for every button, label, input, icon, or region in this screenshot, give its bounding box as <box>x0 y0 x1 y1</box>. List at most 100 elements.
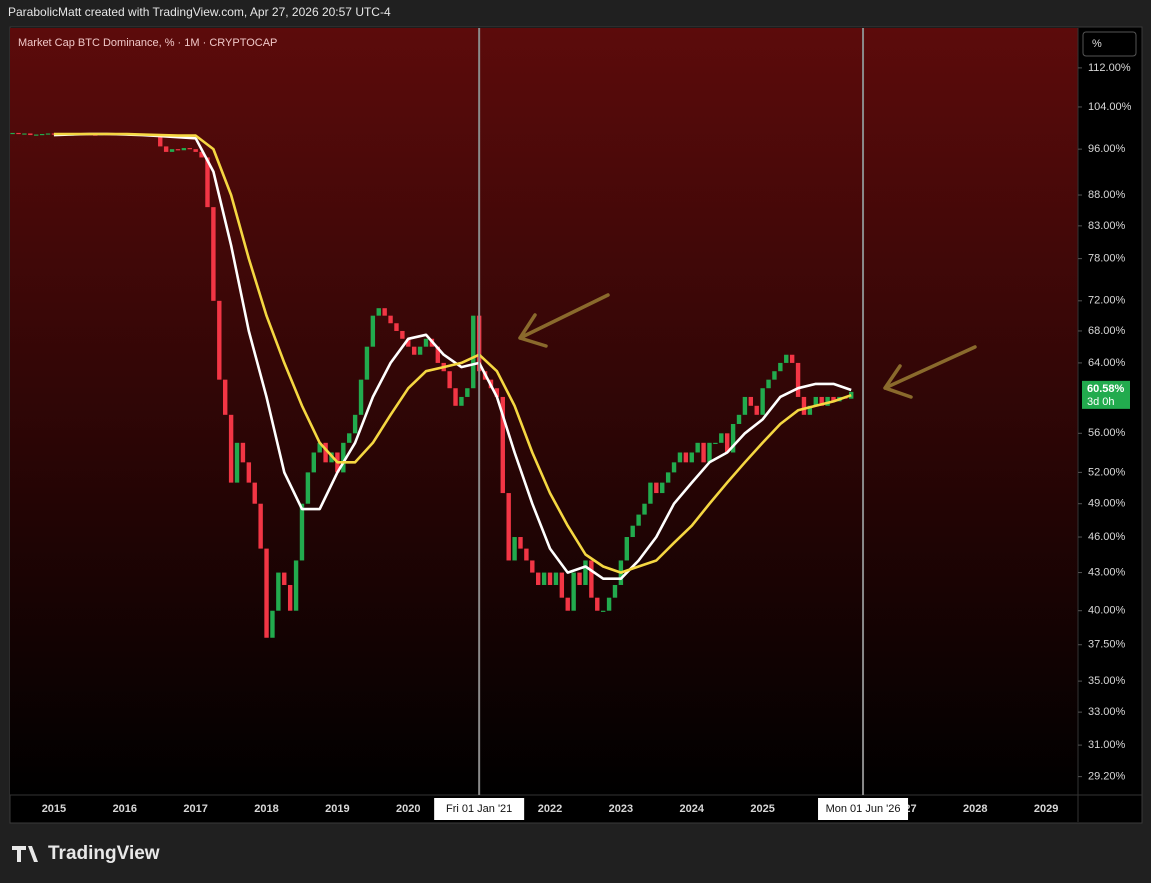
candle <box>39 133 45 136</box>
candle <box>624 537 629 561</box>
candle <box>234 442 240 483</box>
candle <box>471 315 476 389</box>
candle <box>417 346 423 355</box>
candle <box>724 433 730 453</box>
price-tag-countdown: 3d 0h <box>1087 396 1115 408</box>
candle <box>689 452 694 463</box>
x-tick-label: 2016 <box>113 803 137 815</box>
candle <box>831 396 836 402</box>
candle <box>801 396 807 415</box>
candle <box>742 396 748 415</box>
candle <box>595 597 600 611</box>
candle <box>358 379 364 415</box>
candle <box>276 572 281 611</box>
y-tick-label: 56.00% <box>1088 427 1126 439</box>
candle <box>228 414 234 483</box>
candle <box>252 482 257 504</box>
x-tick-label: 2025 <box>750 803 774 815</box>
candle <box>382 308 387 316</box>
candle <box>187 148 192 150</box>
plot-area <box>10 28 1078 795</box>
scale-button[interactable] <box>1082 31 1137 57</box>
y-tick-label: 83.00% <box>1088 220 1126 232</box>
candle <box>512 537 517 561</box>
moving-average <box>53 132 852 574</box>
candle <box>158 135 163 147</box>
candle <box>695 442 700 453</box>
candle <box>193 149 198 152</box>
x-tick-label: 2019 <box>325 803 349 815</box>
y-tick-label: 29.20% <box>1088 771 1126 783</box>
candle <box>547 572 553 585</box>
header-text: ParabolicMatt created with TradingView.c… <box>8 5 391 19</box>
candle <box>282 572 287 585</box>
candle <box>795 362 801 397</box>
candle <box>506 493 511 561</box>
y-tick-label: 49.00% <box>1088 498 1126 510</box>
candle <box>536 572 541 585</box>
candle <box>465 388 470 397</box>
candle <box>518 537 523 549</box>
price-tag <box>1082 380 1130 409</box>
y-tick-label: 112.00% <box>1088 62 1131 74</box>
y-tick-label: 88.00% <box>1088 189 1126 201</box>
candle <box>583 560 588 585</box>
candle <box>45 133 51 135</box>
y-tick-label: 35.00% <box>1088 675 1126 687</box>
candle <box>819 396 824 406</box>
candle <box>169 149 175 152</box>
marker-label: Fri 01 Jan '21 <box>446 803 512 815</box>
arrow <box>518 293 610 348</box>
candle <box>530 560 535 573</box>
candle <box>701 442 706 463</box>
x-tick-label: 2023 <box>609 803 633 815</box>
candle <box>22 133 27 135</box>
candle <box>293 560 299 611</box>
candle <box>423 338 429 347</box>
arrow <box>883 345 977 399</box>
candle <box>347 433 352 443</box>
y-tick-label: 64.00% <box>1088 357 1126 369</box>
candle <box>217 300 222 380</box>
legend-title: Market Cap BTC Dominance, % · 1M · CRYPT… <box>18 37 277 49</box>
candle <box>16 132 21 135</box>
candle <box>789 354 795 363</box>
candle <box>766 379 771 389</box>
candle <box>606 597 612 611</box>
candle <box>760 388 765 415</box>
y-tick-label: 78.00% <box>1088 253 1126 265</box>
candle <box>541 572 547 585</box>
candle <box>394 323 399 331</box>
candle <box>713 442 718 445</box>
logo: TradingView <box>12 843 160 864</box>
marks: 112.00% 104.00% 96.00% 88.00% 83.00% 78.00% 72… <box>10 28 1132 820</box>
price-tag-label: 60.58% <box>1087 383 1125 395</box>
candle <box>305 472 311 504</box>
candle <box>748 396 754 406</box>
candle <box>163 146 169 152</box>
candle <box>240 442 246 463</box>
candle <box>559 572 565 598</box>
candle <box>317 442 322 453</box>
candle <box>211 207 216 301</box>
x-tick-label: 2015 <box>42 803 66 815</box>
candle <box>677 452 683 463</box>
scale-button-label[interactable]: % <box>1092 38 1102 50</box>
candle <box>772 371 777 380</box>
candle <box>370 315 376 347</box>
candle <box>388 315 393 324</box>
candle <box>683 452 689 463</box>
x-tick-label: 2020 <box>396 803 420 815</box>
candle <box>589 560 594 598</box>
candle <box>671 462 677 473</box>
candle <box>825 396 830 406</box>
y-tick-label: 68.00% <box>1088 325 1126 337</box>
candle <box>400 330 405 339</box>
moving-average <box>53 132 852 580</box>
x-tick-label: 2018 <box>254 803 278 815</box>
x-tick-label: 2028 <box>963 803 987 815</box>
candle <box>299 503 305 561</box>
candle <box>571 572 576 611</box>
